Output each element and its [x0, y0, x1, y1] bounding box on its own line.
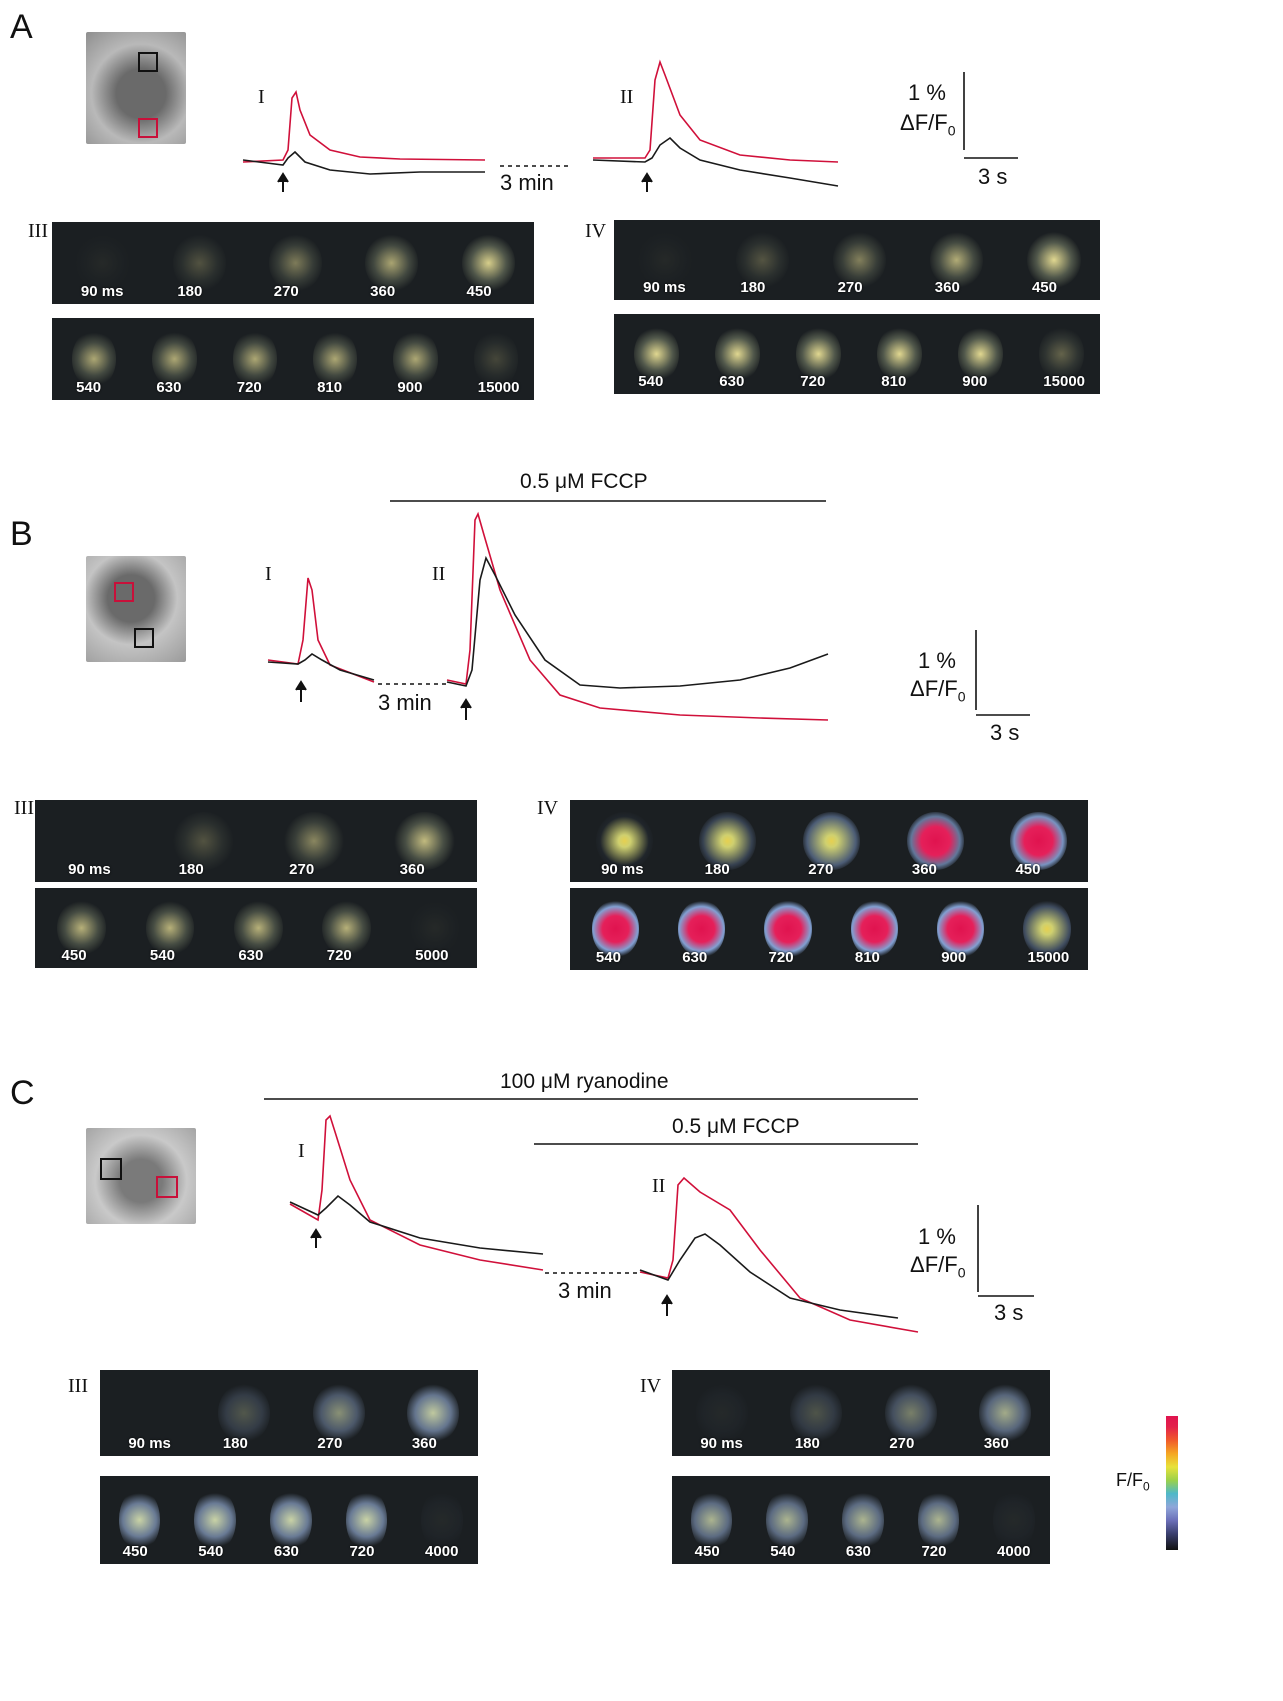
- trace-c1-red: [290, 1116, 543, 1270]
- arrow-c1: [311, 1230, 321, 1248]
- fluorescence-spot: [270, 1489, 312, 1551]
- strip-label-c3: III: [68, 1375, 88, 1398]
- image-frame: 450: [672, 1476, 748, 1564]
- image-frame: 4000: [974, 1476, 1050, 1564]
- fluorescence-spot: [346, 1489, 388, 1551]
- image-frame: 180: [195, 1370, 290, 1456]
- image-frame: 180: [767, 1370, 862, 1456]
- image-frame: 630: [251, 1476, 327, 1564]
- fluorescence-spot: [119, 1489, 161, 1551]
- frame-time-label: 720: [921, 1543, 946, 1560]
- trace-c2-black: [640, 1234, 898, 1318]
- frame-time-label: 630: [846, 1543, 871, 1560]
- trace-c2-red: [640, 1178, 918, 1332]
- frame-time-label: 540: [770, 1543, 795, 1560]
- strip-c3-bottom: 450 540 630 720 4000: [100, 1476, 478, 1564]
- frame-time-label: 90 ms: [128, 1435, 171, 1452]
- strip-label-c4: IV: [640, 1375, 661, 1398]
- scale-pct-c: 1 %: [918, 1224, 956, 1250]
- image-frame: 270: [289, 1370, 384, 1456]
- fluorescence-spot: [993, 1489, 1035, 1551]
- frame-time-label: 270: [317, 1435, 342, 1452]
- frame-time-label: 90 ms: [700, 1435, 743, 1452]
- image-frame: 270: [861, 1370, 956, 1456]
- fluorescence-spot: [766, 1489, 808, 1551]
- image-frame: 360: [956, 1370, 1051, 1456]
- strip-c4-bottom: 450 540 630 720 4000: [672, 1476, 1050, 1564]
- frame-time-label: 4000: [997, 1543, 1030, 1560]
- traces-c: [0, 0, 1283, 1340]
- image-frame: 360: [384, 1370, 479, 1456]
- frame-time-label: 360: [412, 1435, 437, 1452]
- scale-time-c: 3 s: [994, 1300, 1023, 1326]
- arrow-c2: [662, 1296, 672, 1316]
- colorbar: [1166, 1416, 1178, 1550]
- image-frame: 4000: [402, 1476, 478, 1564]
- image-frame: 720: [327, 1476, 403, 1564]
- image-frame: 90 ms: [672, 1370, 767, 1456]
- image-frame: 630: [823, 1476, 899, 1564]
- frame-time-label: 360: [984, 1435, 1009, 1452]
- frame-time-label: 450: [695, 1543, 720, 1560]
- image-frame: 450: [100, 1476, 176, 1564]
- fluorescence-spot: [421, 1489, 463, 1551]
- frame-time-label: 720: [349, 1543, 374, 1560]
- scale-unit-c: ΔF/F0: [910, 1252, 965, 1280]
- image-frame: 90 ms: [100, 1370, 195, 1456]
- image-frame: 540: [176, 1476, 252, 1564]
- frame-time-label: 180: [795, 1435, 820, 1452]
- frame-time-label: 180: [223, 1435, 248, 1452]
- frame-time-label: 630: [274, 1543, 299, 1560]
- frame-time-label: 4000: [425, 1543, 458, 1560]
- image-frame: 540: [748, 1476, 824, 1564]
- frame-time-label: 540: [198, 1543, 223, 1560]
- colorbar-label: F/F0: [1116, 1470, 1150, 1494]
- frame-time-label: 270: [889, 1435, 914, 1452]
- fluorescence-spot: [918, 1489, 960, 1551]
- image-frame: 720: [899, 1476, 975, 1564]
- frame-time-label: 450: [123, 1543, 148, 1560]
- fluorescence-spot: [691, 1489, 733, 1551]
- strip-c4-top: 90 ms 180 270 360: [672, 1370, 1050, 1456]
- fluorescence-spot: [194, 1489, 236, 1551]
- strip-c3-top: 90 ms 180 270 360: [100, 1370, 478, 1456]
- gap-label-c: 3 min: [558, 1278, 612, 1304]
- trace-c1-black: [290, 1196, 543, 1254]
- fluorescence-spot: [842, 1489, 884, 1551]
